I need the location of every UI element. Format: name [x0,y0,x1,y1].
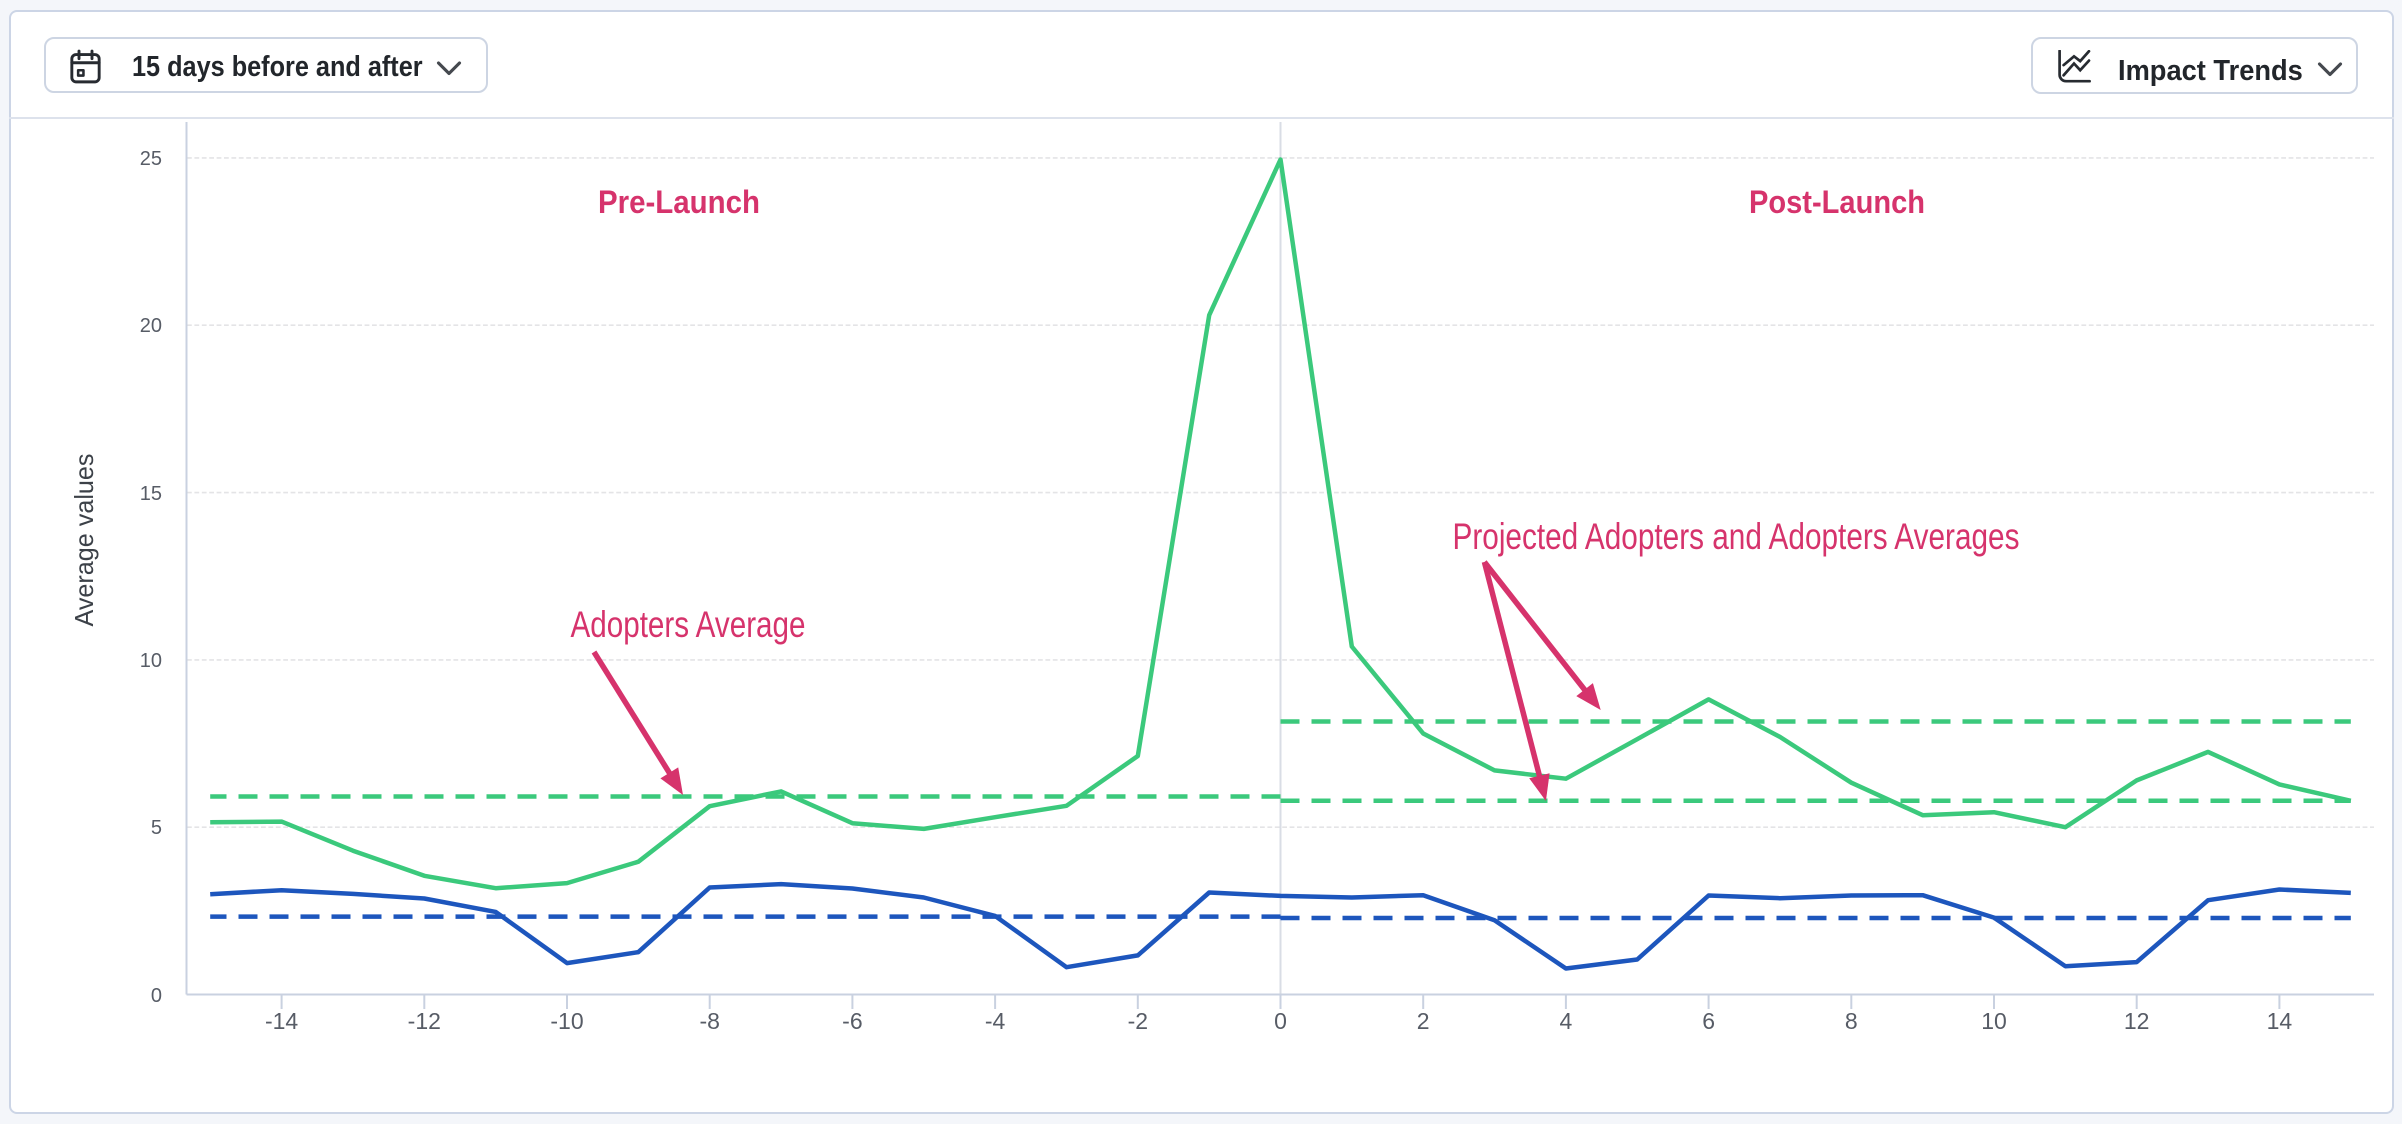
svg-text:-14: -14 [265,1008,298,1034]
svg-text:-12: -12 [408,1008,441,1034]
svg-text:10: 10 [140,650,162,672]
svg-text:0: 0 [1274,1008,1287,1034]
svg-text:5: 5 [151,817,162,839]
svg-text:12: 12 [2124,1008,2150,1034]
svg-text:-4: -4 [985,1008,1006,1034]
svg-text:-6: -6 [842,1008,862,1034]
svg-text:Post-Launch: Post-Launch [1749,184,1925,220]
svg-text:Pre-Launch: Pre-Launch [598,184,760,220]
svg-text:20: 20 [140,315,162,337]
svg-text:Adopters Average: Adopters Average [571,604,806,645]
svg-text:-2: -2 [1128,1008,1148,1034]
svg-text:15: 15 [140,483,162,505]
svg-text:Average values: Average values [69,454,99,627]
svg-text:-8: -8 [699,1008,719,1034]
svg-text:Projected Adopters and Adopter: Projected Adopters and Adopters Averages [1453,516,2020,557]
svg-text:0: 0 [151,985,162,1007]
svg-text:25: 25 [140,148,162,170]
svg-text:6: 6 [1702,1008,1715,1034]
svg-text:14: 14 [2267,1008,2293,1034]
svg-text:10: 10 [1981,1008,2007,1034]
svg-text:8: 8 [1845,1008,1858,1034]
svg-text:-10: -10 [550,1008,583,1034]
svg-text:4: 4 [1560,1008,1573,1034]
svg-text:2: 2 [1417,1008,1430,1034]
